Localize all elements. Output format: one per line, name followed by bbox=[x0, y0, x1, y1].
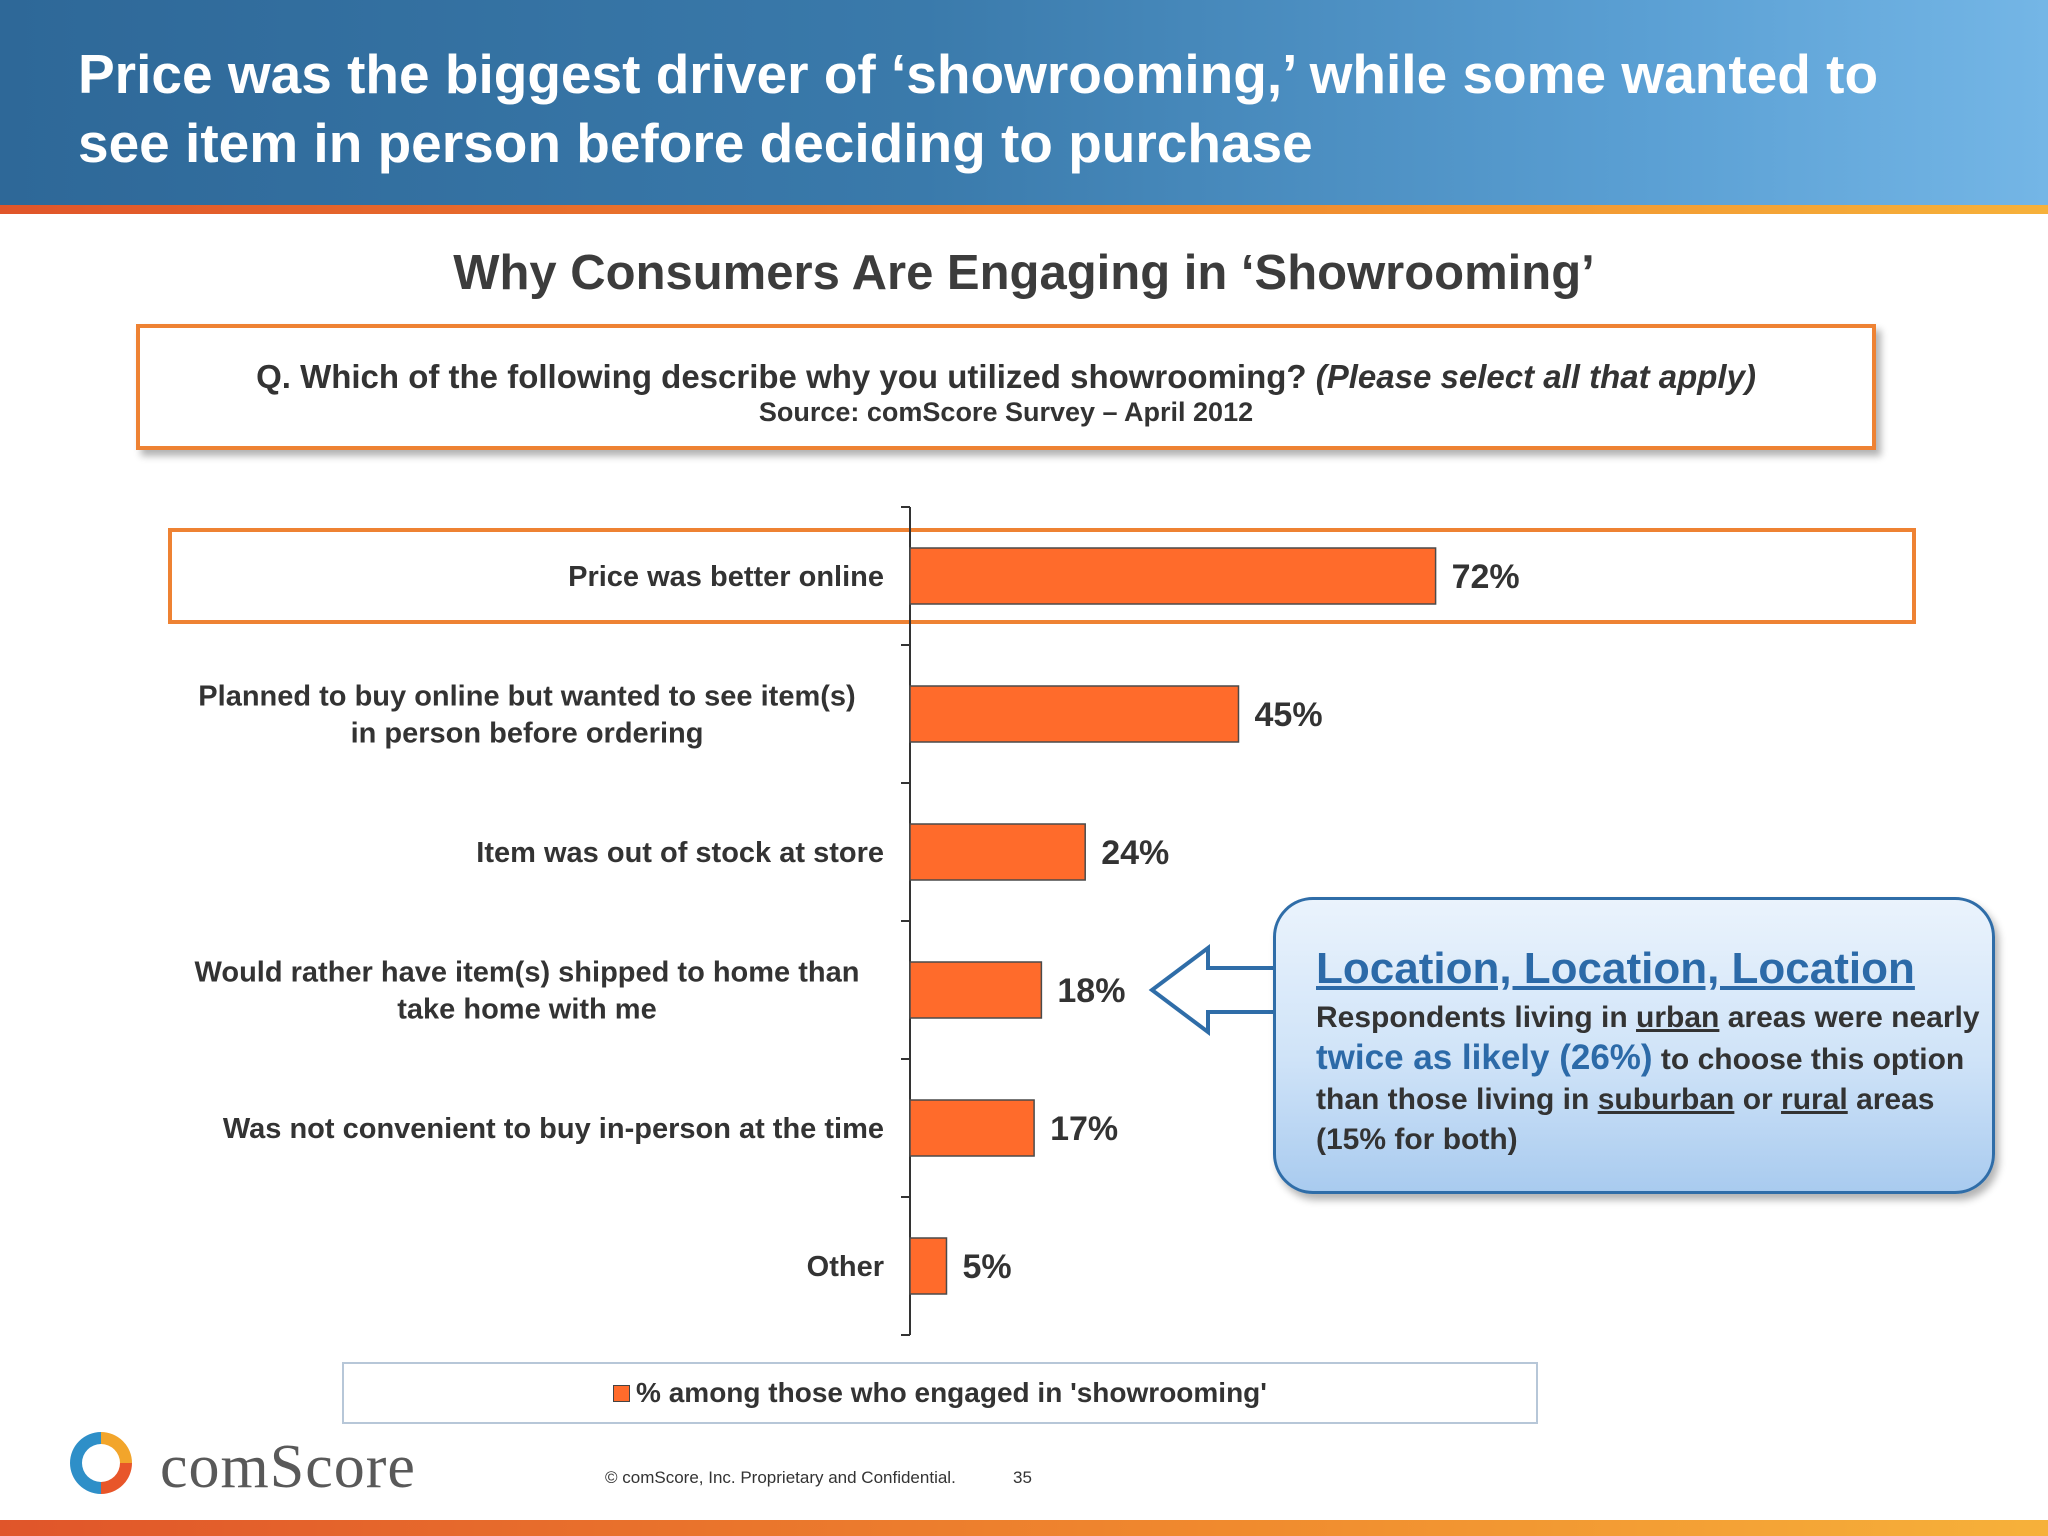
category-label: take home with me bbox=[397, 994, 656, 1026]
question-line: Q. Which of the following describe why y… bbox=[140, 358, 1872, 396]
callout-rural: rural bbox=[1781, 1083, 1848, 1116]
category-label: Other bbox=[807, 1251, 884, 1283]
bar bbox=[909, 1237, 948, 1295]
legend: % among those who engaged in 'showroomin… bbox=[342, 1362, 1538, 1424]
header-banner bbox=[0, 0, 2048, 205]
data-label: 5% bbox=[963, 1248, 1012, 1286]
category-label: Planned to buy online but wanted to see … bbox=[198, 681, 855, 713]
bar bbox=[909, 961, 1043, 1019]
chart-title: Why Consumers Are Engaging in ‘Showroomi… bbox=[453, 246, 1595, 300]
callout-box: Location, Location, Location Respondents… bbox=[1273, 897, 1995, 1194]
header-stripe bbox=[0, 205, 2048, 214]
page-number: 35 bbox=[1013, 1468, 1032, 1487]
category-label: Was not convenient to buy in-person at t… bbox=[223, 1113, 884, 1145]
bar bbox=[909, 823, 1086, 881]
category-label: in person before ordering bbox=[351, 718, 704, 750]
callout-arrow-icon bbox=[1148, 944, 1275, 1036]
data-label: 17% bbox=[1050, 1110, 1118, 1148]
bar bbox=[909, 685, 1240, 743]
callout-text: areas were nearly bbox=[1719, 1001, 1980, 1034]
category-label: Would rather have item(s) shipped to hom… bbox=[195, 957, 860, 989]
question-box: Q. Which of the following describe why y… bbox=[136, 324, 1876, 450]
bar bbox=[909, 1099, 1035, 1157]
copyright-text: © comScore, Inc. Proprietary and Confide… bbox=[605, 1468, 956, 1487]
callout-highlight: twice as likely (26%) bbox=[1316, 1038, 1653, 1077]
callout-text: Respondents living in bbox=[1316, 1001, 1637, 1034]
callout-body: Respondents living in urban areas were n… bbox=[1316, 998, 1986, 1160]
bottom-stripe bbox=[0, 1520, 2048, 1536]
callout-text: or bbox=[1734, 1083, 1782, 1116]
bar bbox=[909, 547, 1437, 605]
question-instruction: (Please select all that apply) bbox=[1315, 358, 1756, 395]
legend-swatch bbox=[613, 1384, 631, 1402]
data-label: 18% bbox=[1057, 972, 1125, 1010]
callout-urban: urban bbox=[1636, 1001, 1720, 1034]
question-text: Q. Which of the following describe why y… bbox=[256, 358, 1307, 395]
legend-label: % among those who engaged in 'showroomin… bbox=[636, 1377, 1267, 1408]
highlight-box bbox=[168, 528, 1916, 624]
data-label: 45% bbox=[1255, 696, 1323, 734]
category-label: Item was out of stock at store bbox=[476, 837, 884, 869]
callout-suburban: suburban bbox=[1597, 1083, 1735, 1116]
callout-text: areas (15% for both) bbox=[1316, 1083, 1935, 1156]
callout-text: to choose this option than those living … bbox=[1316, 1043, 1965, 1116]
callout-title: Location, Location, Location bbox=[1316, 944, 1915, 993]
data-label: 72% bbox=[1452, 558, 1520, 596]
category-label: Price was better online bbox=[568, 561, 884, 593]
source-text: Source: comScore Survey – April 2012 bbox=[758, 397, 1254, 427]
comscore-logo-icon bbox=[70, 1432, 132, 1494]
slide-title: Price was the biggest driver of ‘showroo… bbox=[78, 43, 1879, 174]
comscore-logo-text: comScore bbox=[160, 1433, 416, 1501]
data-label: 24% bbox=[1101, 834, 1169, 872]
